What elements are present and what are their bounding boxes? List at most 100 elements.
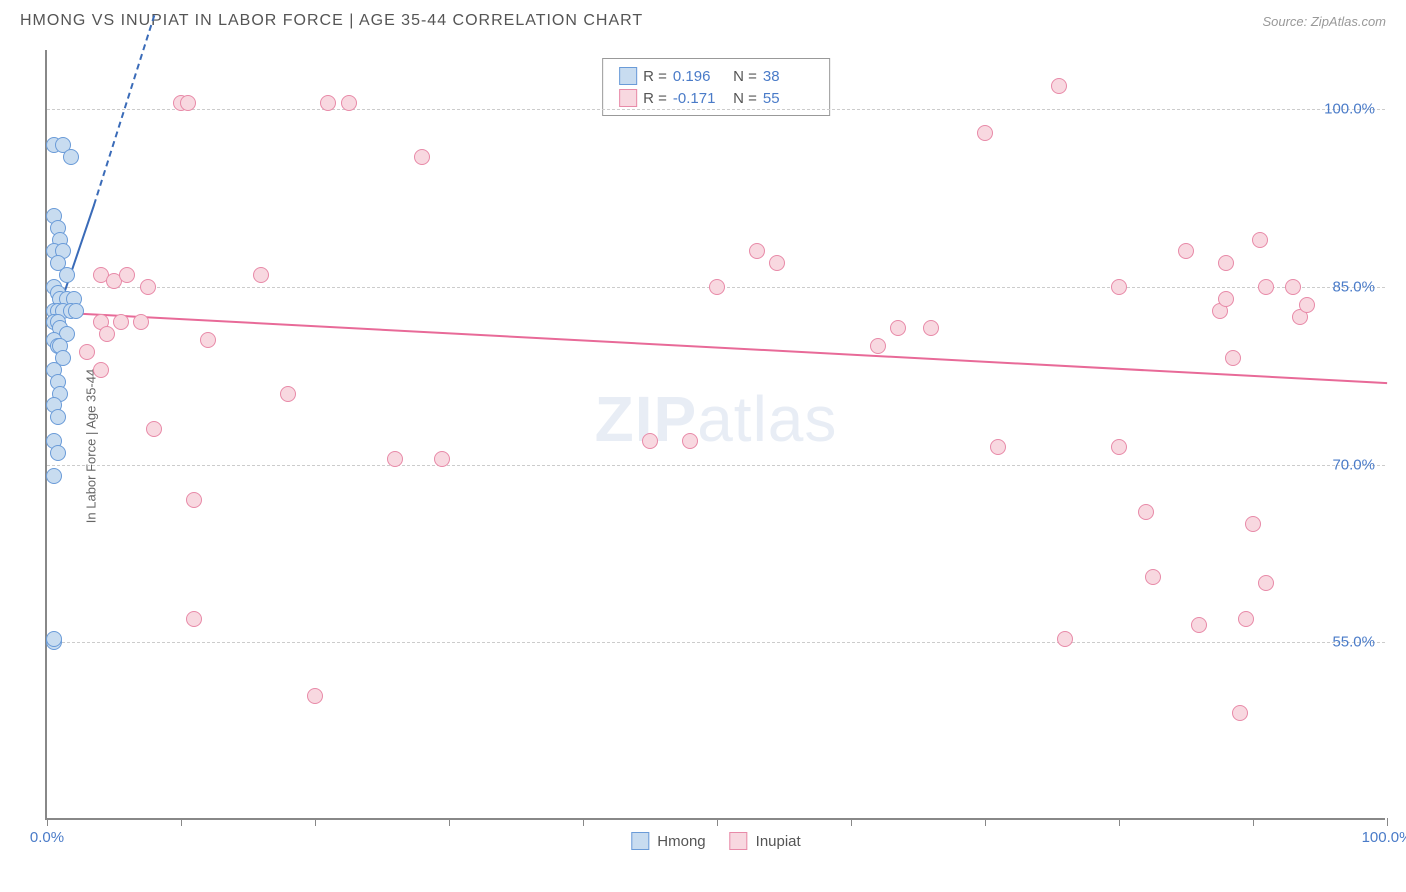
chart-title: HMONG VS INUPIAT IN LABOR FORCE | AGE 35… (20, 12, 643, 30)
data-point (977, 125, 993, 141)
gridline (47, 465, 1385, 466)
data-point (749, 243, 765, 259)
data-point (113, 314, 129, 330)
data-point (682, 433, 698, 449)
data-point (320, 95, 336, 111)
stat-n-label: N = (729, 68, 757, 85)
data-point (1191, 617, 1207, 633)
data-point (1138, 504, 1154, 520)
data-point (93, 362, 109, 378)
data-point (709, 279, 725, 295)
data-point (434, 451, 450, 467)
stat-r-hmong: 0.196 (673, 68, 723, 85)
xtick-label: 0.0% (30, 829, 64, 846)
chart-plot-area: ZIPatlas R = 0.196 N = 38 R = -0.171 N =… (45, 50, 1385, 820)
legend-swatch-inupiat (730, 832, 748, 850)
stats-row-hmong: R = 0.196 N = 38 (619, 65, 813, 87)
data-point (870, 338, 886, 354)
gridline (47, 642, 1385, 643)
data-point (280, 386, 296, 402)
data-point (1285, 279, 1301, 295)
stat-n-hmong: 38 (763, 68, 813, 85)
ytick-label: 55.0% (1332, 634, 1375, 651)
chart-source: Source: ZipAtlas.com (1262, 14, 1386, 29)
data-point (1225, 350, 1241, 366)
data-point (99, 326, 115, 342)
data-point (1218, 291, 1234, 307)
data-point (63, 149, 79, 165)
stat-r-label: R = (643, 90, 667, 107)
xtick (717, 818, 718, 826)
xtick (985, 818, 986, 826)
data-point (1245, 516, 1261, 532)
data-point (414, 149, 430, 165)
swatch-hmong (619, 67, 637, 85)
data-point (200, 332, 216, 348)
data-point (769, 255, 785, 271)
stat-r-label: R = (643, 68, 667, 85)
data-point (1218, 255, 1234, 271)
data-point (46, 468, 62, 484)
data-point (1252, 232, 1268, 248)
legend-bottom: Hmong Inupiat (631, 832, 800, 850)
data-point (1178, 243, 1194, 259)
xtick (1253, 818, 1254, 826)
legend-swatch-hmong (631, 832, 649, 850)
xtick (583, 818, 584, 826)
data-point (642, 433, 658, 449)
data-point (1238, 611, 1254, 627)
xtick (47, 818, 48, 826)
trend-line (47, 311, 1387, 384)
stats-row-inupiat: R = -0.171 N = 55 (619, 87, 813, 109)
data-point (923, 320, 939, 336)
data-point (119, 267, 135, 283)
data-point (1232, 705, 1248, 721)
xtick (315, 818, 316, 826)
legend-item-hmong: Hmong (631, 832, 705, 850)
data-point (140, 279, 156, 295)
data-point (186, 492, 202, 508)
swatch-inupiat (619, 89, 637, 107)
gridline (47, 109, 1385, 110)
stats-legend-box: R = 0.196 N = 38 R = -0.171 N = 55 (602, 58, 830, 116)
xtick (1387, 818, 1388, 826)
data-point (133, 314, 149, 330)
ytick-label: 100.0% (1324, 101, 1375, 118)
data-point (1299, 297, 1315, 313)
data-point (68, 303, 84, 319)
ytick-label: 85.0% (1332, 278, 1375, 295)
trend-line-dashed (93, 15, 155, 205)
data-point (180, 95, 196, 111)
data-point (387, 451, 403, 467)
data-point (253, 267, 269, 283)
data-point (307, 688, 323, 704)
xtick (1119, 818, 1120, 826)
xtick (181, 818, 182, 826)
data-point (1145, 569, 1161, 585)
legend-label-hmong: Hmong (657, 833, 705, 850)
legend-label-inupiat: Inupiat (756, 833, 801, 850)
xtick (449, 818, 450, 826)
data-point (1111, 439, 1127, 455)
data-point (186, 611, 202, 627)
data-point (1258, 575, 1274, 591)
data-point (990, 439, 1006, 455)
data-point (50, 409, 66, 425)
data-point (46, 631, 62, 647)
watermark: ZIPatlas (595, 382, 838, 456)
legend-item-inupiat: Inupiat (730, 832, 801, 850)
data-point (1111, 279, 1127, 295)
data-point (1057, 631, 1073, 647)
data-point (59, 267, 75, 283)
ytick-label: 70.0% (1332, 456, 1375, 473)
xtick (851, 818, 852, 826)
data-point (79, 344, 95, 360)
xtick-label: 100.0% (1362, 829, 1406, 846)
data-point (1258, 279, 1274, 295)
data-point (341, 95, 357, 111)
stat-r-inupiat: -0.171 (673, 90, 723, 107)
data-point (50, 445, 66, 461)
data-point (1051, 78, 1067, 94)
stat-n-label: N = (729, 90, 757, 107)
stat-n-inupiat: 55 (763, 90, 813, 107)
